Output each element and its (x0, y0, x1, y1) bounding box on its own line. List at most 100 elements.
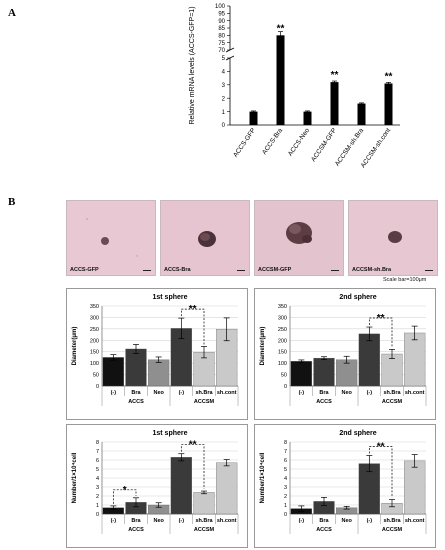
x-tick-label: (-) (367, 390, 373, 396)
bar (276, 35, 285, 126)
photo-label: ACCS-Bra (164, 267, 191, 273)
panel-b-letter: B (8, 196, 16, 208)
bar (336, 359, 358, 387)
y-tick-label: 4 (96, 476, 99, 482)
y-tick-label: 100 (278, 361, 287, 367)
group-label: ACCSM (194, 527, 215, 533)
bar (358, 333, 380, 387)
group-label: ACCS (128, 399, 144, 405)
scale-bar (237, 270, 245, 271)
y-tick-label: 1 (284, 503, 287, 509)
y-tick-label: 250 (278, 327, 287, 333)
y-tick-label: 4 (284, 476, 287, 482)
x-tick-label: sh.Bra (195, 390, 213, 396)
y-tick-label: 100 (215, 4, 226, 10)
significance-label: ** (189, 304, 197, 315)
x-tick-label: sh.cont (405, 518, 425, 524)
x-tick-label: (-) (111, 518, 117, 524)
y-axis-label: Number/1×10⁴cell (72, 452, 78, 503)
significance-label: ** (377, 313, 385, 324)
y-tick-label: 8 (96, 440, 99, 446)
bar (384, 83, 393, 125)
y-tick-label: 50 (93, 373, 99, 379)
group-label: ACCS (316, 399, 332, 405)
x-tick-label: (-) (111, 390, 117, 396)
x-tick-label: Bra (131, 518, 141, 524)
sphere-image (67, 201, 155, 275)
y-tick-label: 250 (90, 327, 99, 333)
y-tick-label: 0 (222, 123, 226, 129)
y-tick-label: 6 (96, 458, 99, 464)
chart-title: 1st sphere (152, 430, 187, 437)
y-tick-label: 7 (96, 449, 99, 455)
y-axis-label: Number/1×10⁴cell (260, 452, 266, 503)
y-tick-label: 85 (218, 26, 225, 32)
y-axis-label: Relative mRNA levels (ACCS-GFP=1) (189, 6, 196, 124)
photo-label: ACCS-GFP (70, 267, 99, 273)
y-tick-label: 0 (96, 384, 99, 390)
y-tick-label: 95 (218, 12, 225, 18)
y-tick-label: 3 (284, 485, 287, 491)
y-tick-label: 3 (222, 83, 226, 89)
y-tick-label: 5 (284, 467, 287, 473)
y-tick-label: 150 (278, 350, 287, 356)
y-tick-label: 350 (278, 304, 287, 310)
x-tick-label: ACCS-Neo (287, 127, 311, 158)
significance-label: ** (377, 442, 385, 453)
bar (404, 460, 426, 515)
x-tick-label: Bra (131, 390, 141, 396)
bar (404, 332, 426, 387)
significance-bracket (180, 308, 205, 345)
x-tick-label: (-) (367, 518, 373, 524)
photo-accs-bra: ACCS-Bra (160, 200, 250, 276)
chart-diameter-2nd: 2nd sphere 0 50 100 150 200 250 300 350 Diameter(… (260, 294, 427, 406)
y-tick-label: 75 (218, 41, 225, 47)
bar (102, 357, 124, 387)
x-tick-label: sh.Bra (383, 390, 401, 396)
photo-label: ACCSM-GFP (258, 267, 292, 273)
scale-bar (425, 270, 433, 271)
y-tick-label: 70 (218, 48, 225, 54)
y-tick-label: 7 (284, 449, 287, 455)
bar (313, 357, 335, 387)
sphere-image (349, 201, 437, 275)
x-tick-label: sh.cont (405, 390, 425, 396)
y-tick-label: 200 (278, 338, 287, 344)
significance-bracket (368, 317, 393, 348)
x-tick-label: Neo (153, 518, 164, 524)
y-tick-label: 0 (96, 512, 99, 518)
bar (216, 462, 238, 515)
y-tick-label: 2 (96, 494, 99, 500)
bar (303, 111, 312, 125)
significance-bracket (112, 489, 137, 504)
x-tick-label: (-) (179, 518, 185, 524)
group-label: ACCSM (382, 527, 403, 533)
photo-accs-gfp: ACCS-GFP (66, 200, 156, 276)
y-tick-label: 300 (278, 315, 287, 321)
x-tick-label: Neo (341, 390, 352, 396)
y-tick-label: 6 (284, 458, 287, 464)
x-tick-label: sh.cont (217, 390, 237, 396)
y-tick-label: 5 (96, 467, 99, 473)
scale-note: Scale bar=100μm (383, 277, 427, 283)
bar (193, 492, 215, 515)
x-tick-label: (-) (299, 390, 305, 396)
x-tick-label: Bra (319, 390, 329, 396)
chart-title: 2nd sphere (339, 430, 376, 437)
y-tick-label: 150 (90, 350, 99, 356)
bar (290, 361, 312, 387)
y-tick-label: 3 (96, 485, 99, 491)
group-label: ACCS (128, 527, 144, 533)
y-tick-label: 80 (218, 34, 225, 40)
bar (330, 82, 339, 125)
y-tick-label: 8 (284, 440, 287, 446)
scale-bar (143, 270, 151, 271)
y-tick-label: 1 (96, 503, 99, 509)
chart-diameter-1st: 1st sphere 0 50 100 150 200 250 300 350 Diameter(… (72, 294, 239, 406)
x-tick-label: ACCSM-GFP (310, 127, 338, 163)
x-tick-label: ACCS-GFP (232, 127, 257, 159)
x-tick-label: sh.Bra (195, 518, 213, 524)
bar (249, 111, 258, 125)
sphere-image (255, 201, 343, 275)
significance-label: ** (277, 23, 285, 34)
